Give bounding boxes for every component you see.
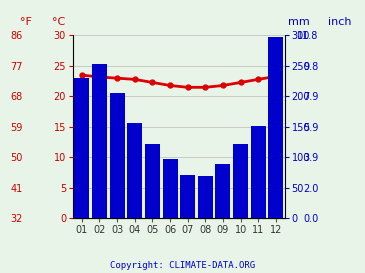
Text: mm: mm [288, 17, 310, 27]
Bar [198, 176, 213, 218]
Text: Copyright: CLIMATE-DATA.ORG: Copyright: CLIMATE-DATA.ORG [110, 260, 255, 269]
Text: °C: °C [52, 17, 65, 27]
Bar [180, 174, 195, 218]
Text: inch: inch [328, 17, 351, 27]
Bar [127, 123, 142, 218]
Bar [268, 37, 283, 218]
Bar [145, 144, 160, 218]
Bar [251, 126, 266, 218]
Bar [110, 93, 124, 218]
Bar [74, 78, 89, 218]
Bar [215, 164, 230, 218]
Bar [233, 144, 248, 218]
Bar [92, 64, 107, 218]
Text: °F: °F [20, 17, 31, 27]
Bar [162, 159, 177, 218]
